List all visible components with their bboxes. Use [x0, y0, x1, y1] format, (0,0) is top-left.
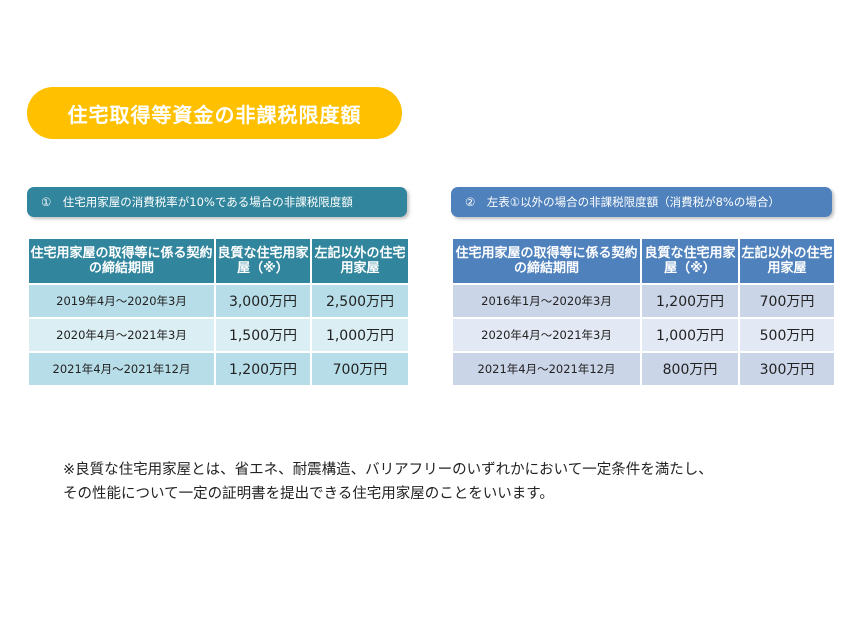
cell-other-amount: 300万円: [738, 351, 836, 387]
section1-label: ① 住宅用家屋の消費税率が10%である場合の非課税限度額: [27, 187, 407, 217]
table-header-row: 住宅用家屋の取得等に係る契約の締結期間 良質な住宅用家屋（※） 左記以外の住宅用…: [27, 237, 410, 285]
footnote-line-1: ※良質な住宅用家屋とは、省エネ、耐震構造、バリアフリーのいずれかにおいて一定条件…: [63, 462, 713, 478]
cell-other-amount: 500万円: [738, 317, 836, 353]
cell-quality-amount: 800万円: [640, 351, 740, 387]
cell-period: 2020年4月～2021年3月: [451, 317, 642, 353]
section1-table: 住宅用家屋の取得等に係る契約の締結期間 良質な住宅用家屋（※） 左記以外の住宅用…: [27, 237, 410, 387]
header-period: 住宅用家屋の取得等に係る契約の締結期間: [451, 237, 642, 285]
table-row: 2019年4月～2020年3月 3,000万円 2,500万円: [27, 283, 410, 319]
cell-quality-amount: 1,500万円: [214, 317, 312, 353]
header-other-house: 左記以外の住宅用家屋: [738, 237, 836, 285]
cell-period: 2021年4月～2021年12月: [27, 351, 216, 387]
cell-other-amount: 1,000万円: [310, 317, 410, 353]
header-period: 住宅用家屋の取得等に係る契約の締結期間: [27, 237, 216, 285]
table-row: 2020年4月～2021年3月 1,000万円 500万円: [451, 317, 836, 353]
table-row: 2016年1月～2020年3月 1,200万円 700万円: [451, 283, 836, 319]
cell-quality-amount: 1,200万円: [640, 283, 740, 319]
table-row: 2021年4月～2021年12月 800万円 300万円: [451, 351, 836, 387]
footnote: ※良質な住宅用家屋とは、省エネ、耐震構造、バリアフリーのいずれかにおいて一定条件…: [63, 458, 823, 506]
header-quality-house: 良質な住宅用家屋（※）: [640, 237, 740, 285]
cell-period: 2016年1月～2020年3月: [451, 283, 642, 319]
cell-other-amount: 700万円: [738, 283, 836, 319]
table-row: 2021年4月～2021年12月 1,200万円 700万円: [27, 351, 410, 387]
page-title: 住宅取得等資金の非課税限度額: [27, 87, 402, 139]
cell-quality-amount: 3,000万円: [214, 283, 312, 319]
cell-other-amount: 700万円: [310, 351, 410, 387]
cell-quality-amount: 1,000万円: [640, 317, 740, 353]
cell-other-amount: 2,500万円: [310, 283, 410, 319]
table-header-row: 住宅用家屋の取得等に係る契約の締結期間 良質な住宅用家屋（※） 左記以外の住宅用…: [451, 237, 836, 285]
section2-table: 住宅用家屋の取得等に係る契約の締結期間 良質な住宅用家屋（※） 左記以外の住宅用…: [451, 237, 836, 387]
cell-period: 2021年4月～2021年12月: [451, 351, 642, 387]
table-row: 2020年4月～2021年3月 1,500万円 1,000万円: [27, 317, 410, 353]
header-other-house: 左記以外の住宅用家屋: [310, 237, 410, 285]
cell-period: 2019年4月～2020年3月: [27, 283, 216, 319]
header-quality-house: 良質な住宅用家屋（※）: [214, 237, 312, 285]
cell-quality-amount: 1,200万円: [214, 351, 312, 387]
section2-label: ② 左表①以外の場合の非課税限度額（消費税が8%の場合）: [451, 187, 832, 217]
footnote-line-2: その性能について一定の証明書を提出できる住宅用家屋のことをいいます。: [63, 486, 554, 502]
cell-period: 2020年4月～2021年3月: [27, 317, 216, 353]
